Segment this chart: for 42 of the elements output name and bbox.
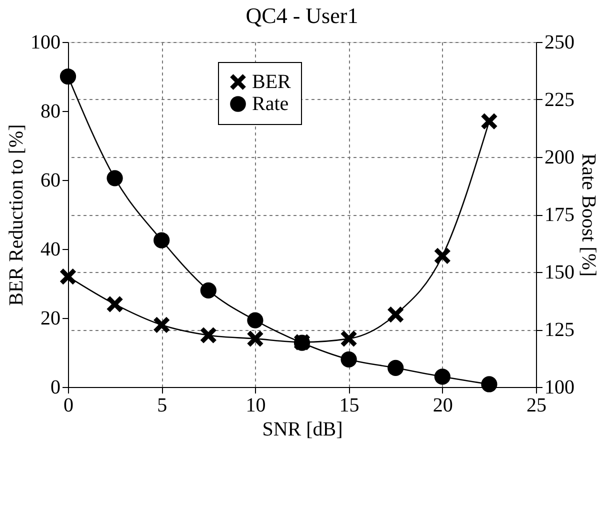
point [434, 368, 450, 385]
y2-tick-label: 175 [544, 204, 574, 226]
y-tick-label: 60 [40, 170, 60, 192]
x-tick-label: 5 [157, 394, 168, 416]
point [434, 248, 450, 264]
y-tick-label: 20 [40, 308, 60, 330]
y2-tick-label: 100 [544, 376, 574, 398]
point [481, 376, 498, 392]
x-tick-label: 20 [432, 394, 453, 416]
legend-label: BER [252, 71, 292, 93]
point [247, 312, 264, 328]
point [247, 330, 264, 347]
point [200, 327, 216, 344]
y2-tick-label: 125 [544, 319, 574, 341]
y-axis-title: BER Reduction to [%] [6, 124, 28, 306]
y2-tick-label: 225 [544, 89, 574, 111]
x-tick-label: 25 [526, 394, 546, 416]
point [200, 282, 216, 298]
x-tick-label: 15 [339, 394, 360, 416]
point [106, 296, 123, 312]
point [154, 316, 170, 333]
point [388, 360, 404, 376]
point [154, 232, 170, 248]
chart-title: QC4 - User1 [246, 3, 358, 28]
y2-tick-label: 200 [544, 146, 574, 168]
point [340, 330, 357, 347]
y2-tick-label: 150 [544, 262, 574, 284]
y-tick-label: 40 [40, 238, 60, 260]
y-tick-label: 80 [40, 100, 60, 122]
point [60, 68, 76, 85]
point [481, 113, 498, 130]
y2-tick-label: 250 [544, 32, 574, 54]
y2-axis-title: Rate Boost [%] [578, 153, 600, 277]
x-axis-title: SNR [dB] [262, 418, 343, 440]
y-tick-label: 0 [50, 376, 60, 398]
point [340, 351, 357, 368]
point [388, 306, 404, 323]
x-tick-label: 10 [246, 394, 266, 416]
point [106, 170, 123, 186]
y-tick-label: 100 [30, 32, 60, 54]
point [60, 268, 76, 285]
legend-label: Rate [252, 93, 289, 115]
